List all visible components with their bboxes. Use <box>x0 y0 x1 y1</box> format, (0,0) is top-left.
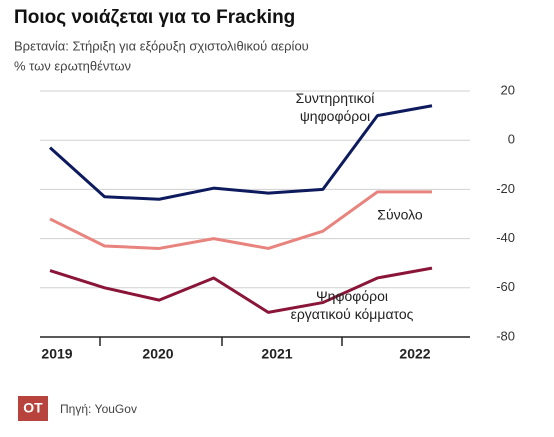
x-tick-label: 2020 <box>142 346 173 362</box>
y-tick-label: -40 <box>496 230 515 245</box>
series-label: Σύνολο <box>377 207 423 223</box>
x-tick-label: 2021 <box>261 346 292 362</box>
series-label: Ψηφοφόροι εργατικού κόμματος <box>291 288 414 322</box>
y-tick-label: -80 <box>496 328 515 343</box>
series-label: Συντηρητικοί ψηφοφόροι <box>296 90 375 124</box>
y-tick-label: -60 <box>496 279 515 294</box>
subtitle: Βρετανία: Στήριξη για εξόρυξη σχιστολιθι… <box>14 38 309 53</box>
series-line <box>48 104 433 201</box>
y-tick-label: 20 <box>501 82 515 97</box>
unit-note: % των ερωτηθέντων <box>14 58 131 73</box>
series-line <box>49 190 432 250</box>
source: Πηγή: YouGov <box>60 402 137 416</box>
logo: OT <box>23 400 43 416</box>
x-tick-label: 2019 <box>41 346 72 362</box>
y-tick-label: -20 <box>496 181 515 196</box>
chart-title: Ποιος νοιάζεται για το Fracking <box>14 7 295 28</box>
y-tick-label: 0 <box>508 132 515 147</box>
series-line <box>49 266 433 314</box>
logo-box <box>18 396 48 421</box>
x-tick-label: 2022 <box>399 346 430 362</box>
